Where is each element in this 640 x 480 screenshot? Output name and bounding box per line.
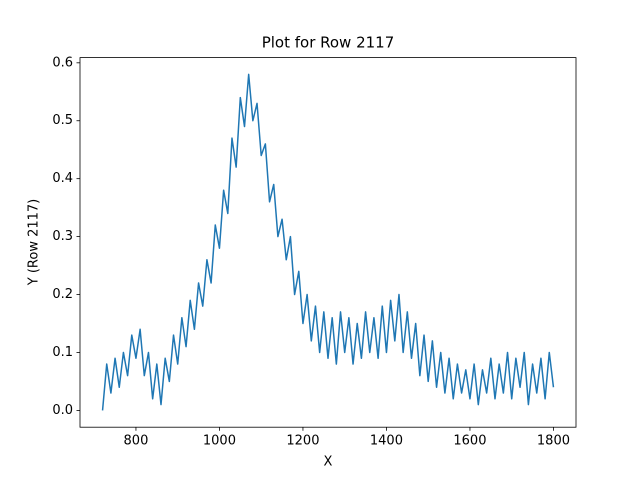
x-tick-label: 1200: [286, 434, 319, 449]
x-tick-label: 1400: [370, 434, 403, 449]
y-tick-label: 0.4: [52, 171, 73, 186]
y-tick-label: 0.6: [52, 55, 73, 70]
y-tick-label: 0.0: [52, 403, 73, 418]
x-axis-label: X: [324, 455, 333, 470]
y-tick-label: 0.5: [52, 113, 73, 128]
x-tick-label: 1800: [537, 434, 570, 449]
y-tick-label: 0.3: [52, 229, 73, 244]
x-tick-label: 1000: [203, 434, 236, 449]
axes-frame: [79, 57, 577, 428]
data-line: [101, 73, 555, 411]
chart-title: Plot for Row 2117: [262, 34, 395, 52]
y-axis-label: Y (Row 2117): [27, 199, 42, 286]
x-tick-label: 1600: [453, 434, 486, 449]
x-tick-label: 800: [124, 434, 149, 449]
y-tick-label: 0.2: [52, 287, 73, 302]
y-tick-label: 0.1: [52, 345, 73, 360]
